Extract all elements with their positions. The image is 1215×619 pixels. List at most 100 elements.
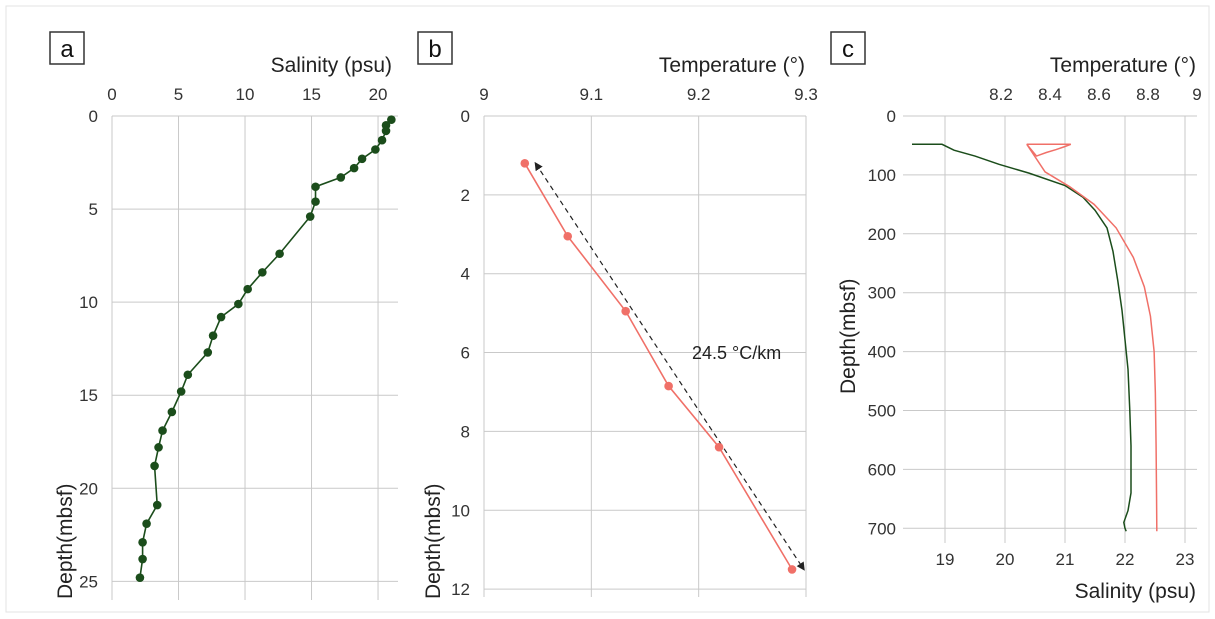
panel-a-salinity-point	[203, 348, 213, 357]
panel-c-xlabel-top: Temperature (°)	[1050, 54, 1196, 77]
figure-frame	[5, 5, 1210, 613]
panel-c-salinity-tick-label: 22	[1116, 550, 1135, 569]
panel-a-salinity-point	[387, 115, 396, 125]
panel-b-xtick-label: 9.3	[794, 85, 818, 104]
panel-b-ytick-label: 0	[461, 107, 470, 126]
panel-a-label-box	[49, 31, 85, 65]
panel-b-label: b	[428, 36, 441, 63]
panel-c-ticks: 19 20 21 22 23 8.2 8.4 8.6 8.8 9 0 100 200 300 400 500 6…	[868, 85, 1202, 569]
panel-c-xlabel-bottom: Salinity (psu)	[1075, 580, 1196, 603]
panel-a-salinity-point	[377, 135, 387, 145]
panel-c-salinity-tick-label: 21	[1056, 550, 1075, 569]
panel-a-salinity-point	[311, 182, 320, 192]
panel-c-salinity-tick-label: 19	[936, 550, 955, 569]
panel-a-salinity-point	[167, 407, 177, 417]
panel-c-temperature-line	[1026, 143, 1158, 532]
panel-a-series	[135, 115, 396, 582]
panel-a-ytick-label: 10	[79, 293, 98, 312]
panel-b-ytick-label: 8	[461, 422, 470, 441]
panel-a-salinity-point	[258, 268, 267, 277]
panel-b-temperature-point	[520, 159, 530, 168]
panel-b-xtick-label: 9.1	[580, 85, 604, 104]
panel-c-temperature-tick-label: 8.4	[1038, 85, 1062, 104]
panel-c-ytick-label: 600	[868, 460, 896, 479]
panel-c-ytick-label: 500	[868, 401, 896, 420]
panel-b-ytick-label: 6	[461, 344, 470, 363]
panel-a-ytick-label: 20	[79, 479, 98, 498]
panel-c-ytick-label: 100	[868, 166, 896, 185]
panel-a-salinity-point	[275, 249, 284, 259]
panel-c-grid	[903, 115, 1197, 543]
panel-a-xlabel: Salinity (psu)	[271, 54, 392, 77]
panel-a-salinity-point	[152, 500, 162, 510]
panel-a-ytick-label: 25	[79, 572, 98, 591]
panel-b-temperature-point	[714, 442, 724, 452]
panel-c-ytick-label: 400	[868, 343, 896, 362]
panel-c-series	[912, 143, 1158, 532]
panel-b-ytick-label: 10	[451, 501, 470, 520]
panel-a-ytick-label: 15	[79, 386, 98, 405]
panel-a-xtick-label: 20	[369, 85, 388, 104]
panel-a-ticks: 0 5 10 15 20 0 5 10 15 20 25	[79, 85, 387, 591]
panel-b-label-box	[417, 31, 453, 65]
panel-b-temperature-point	[621, 306, 630, 316]
panel-b-xlabel: Temperature (°)	[659, 54, 805, 77]
panel-b-ytick-label: 2	[461, 186, 470, 205]
panel-b-ytick-label: 4	[461, 265, 470, 284]
panel-a-label: a	[60, 36, 74, 63]
panel-c-label: c	[842, 36, 854, 63]
panel-b-gradient-annotation: 24.5 °C/km	[692, 343, 781, 363]
panel-a-salinity-point	[336, 173, 346, 182]
panel-c-salinity-tick-label: 20	[996, 550, 1015, 569]
panel-a-xtick-label: 5	[174, 85, 183, 104]
panel-b-ticks: 9 9.1 9.2 9.3 0 2 4 6 8 10 12	[451, 85, 818, 599]
panel-b-ylabel: Depth(mbsf)	[422, 483, 445, 599]
panel-a-ytick-label: 0	[89, 107, 98, 126]
panel-c: 19 20 21 22 23 8.2 8.4 8.6 8.8 9 0 100 200 300 400 500 6…	[830, 31, 1202, 603]
panel-a-salinity-point	[138, 554, 147, 564]
panel-c-ytick-label: 300	[868, 284, 896, 303]
panel-a-salinity-point	[234, 299, 243, 309]
panel-a-ytick-label: 5	[89, 200, 98, 219]
panel-c-salinity-tick-label: 23	[1176, 550, 1195, 569]
panel-b-xtick-label: 9.2	[687, 85, 711, 104]
panel-a-salinity-point	[216, 312, 226, 322]
panel-a-salinity-point	[183, 370, 193, 380]
panel-a-salinity-line	[139, 119, 392, 578]
panel-b-gradient-arrow	[534, 161, 805, 571]
panel-a-salinity-point	[176, 387, 186, 396]
panel-a-salinity-point	[305, 212, 315, 221]
panel-a-grid	[111, 115, 398, 600]
panel-a-salinity-point	[154, 443, 163, 452]
panel-b: 9 9.1 9.2 9.3 0 2 4 6 8 10 12 b Temperature (°) De…	[417, 31, 818, 599]
panel-a-salinity-point	[142, 519, 151, 528]
panel-a-salinity-point	[150, 461, 159, 471]
panel-c-ylabel: Depth(mbsf)	[837, 278, 860, 394]
panel-b-ytick-label: 12	[451, 580, 470, 599]
panel-c-salinity-line	[912, 143, 1132, 532]
panel-b-series	[520, 159, 805, 574]
panel-a-salinity-point	[311, 197, 320, 206]
panel-b-temperature-line	[524, 162, 793, 570]
panel-a-xtick-label: 0	[107, 85, 116, 104]
panel-c-temperature-tick-label: 9	[1192, 85, 1201, 104]
panel-c-temperature-tick-label: 8.2	[989, 85, 1013, 104]
panel-a-xtick-label: 15	[302, 85, 321, 104]
panel-a-salinity-point	[357, 154, 367, 164]
panel-c-ytick-label: 700	[868, 519, 896, 538]
panel-c-label-box	[830, 31, 866, 65]
panel-c-ytick-label: 200	[868, 225, 896, 244]
panel-a-ylabel: Depth(mbsf)	[54, 483, 77, 599]
panel-c-temperature-tick-label: 8.8	[1136, 85, 1160, 104]
panel-c-temperature-tick-label: 8.6	[1087, 85, 1111, 104]
panel-b-temperature-point	[563, 231, 573, 241]
panel-a-xtick-label: 10	[236, 85, 255, 104]
panel-a-salinity-point	[208, 331, 218, 340]
panel-b-temperature-point	[664, 381, 673, 391]
panel-a: 0 5 10 15 20 0 5 10 15 20 25 a Salinity (psu) Dept…	[49, 31, 398, 600]
panel-a-salinity-point	[349, 163, 359, 173]
panel-b-temperature-point	[787, 565, 797, 574]
panel-a-salinity-point	[381, 126, 391, 136]
panel-a-salinity-point	[138, 537, 147, 547]
